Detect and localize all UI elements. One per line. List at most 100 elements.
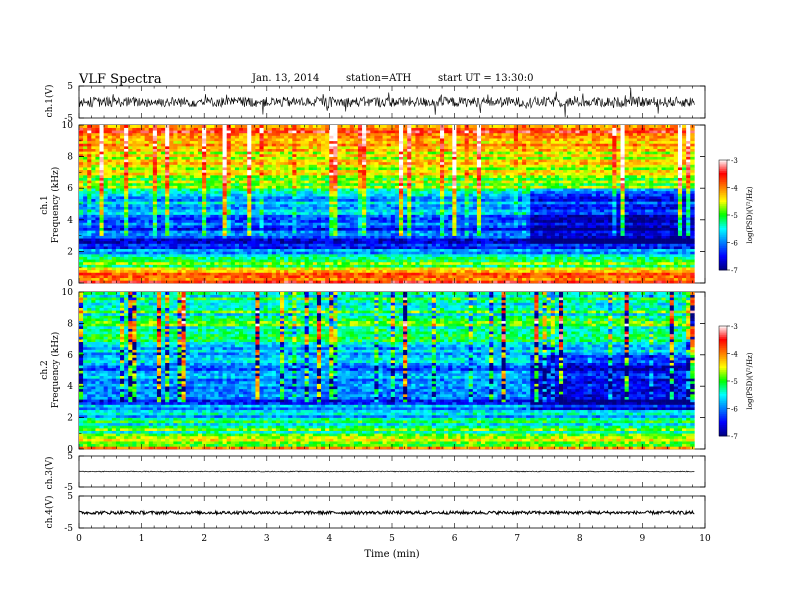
spectrogram-cell <box>641 267 646 271</box>
spectrogram-cell <box>427 238 433 242</box>
spectrogram-cell <box>398 272 404 276</box>
spectrogram-cell <box>185 214 191 218</box>
spectrogram-cell <box>423 198 428 202</box>
spectrogram-cell <box>156 225 162 228</box>
spectrogram-cell <box>177 261 182 265</box>
spectrogram-cell <box>337 201 342 205</box>
spectrogram-cell <box>509 235 515 239</box>
spectrogram-cell <box>649 259 654 263</box>
spectrogram-cell <box>452 232 457 236</box>
spectrogram-cell <box>452 272 457 276</box>
spectrogram-cell <box>558 251 564 255</box>
spectrogram-cell <box>669 264 675 268</box>
spectrogram-cell <box>485 227 490 231</box>
spectrogram-cell <box>538 251 543 255</box>
spectrogram-cell <box>669 256 675 260</box>
spectrogram-cell <box>493 211 498 215</box>
spectrogram-cell <box>423 196 428 200</box>
spectrogram-cell <box>79 214 84 218</box>
spectrogram-cell <box>554 201 560 205</box>
spectrogram-cell <box>583 227 588 231</box>
spectrogram-cell <box>427 204 433 207</box>
spectrogram-cell <box>292 269 297 273</box>
spectrogram-cell <box>624 267 630 271</box>
spectrogram-cell <box>325 238 330 242</box>
spectrogram-cell <box>571 230 576 234</box>
spectrogram-cell <box>288 277 293 281</box>
spectrogram-cell <box>661 217 666 221</box>
spectrogram-cell <box>579 267 584 271</box>
spectrogram-cell <box>485 240 490 244</box>
spectrogram-cell <box>206 269 211 273</box>
spectrogram-cell <box>353 225 359 228</box>
spectrogram-cell <box>230 206 236 210</box>
spectrogram-cell <box>575 235 580 239</box>
spectrogram-cell <box>530 209 535 213</box>
spectrogram-cell <box>136 272 141 276</box>
spectrogram-cell <box>136 219 141 223</box>
spectrogram-cell <box>292 243 297 247</box>
spectrogram-cell <box>419 259 424 263</box>
spectrogram-cell <box>472 246 478 250</box>
spectrogram-cell <box>657 225 662 228</box>
spectrogram-cell <box>513 269 519 273</box>
spectrogram-cell <box>140 219 145 223</box>
spectrogram-cell <box>497 198 502 202</box>
spectrogram-cell <box>575 196 580 200</box>
spectrogram-cell <box>128 235 133 239</box>
spectrogram-cell <box>222 277 227 281</box>
spectrogram-cell <box>140 211 145 215</box>
spectrogram-cell <box>197 277 203 281</box>
spectrogram-cell <box>234 227 240 231</box>
spectrogram-cell <box>690 251 695 255</box>
spectrogram-cell <box>173 246 178 250</box>
spectrogram-cell <box>600 201 605 205</box>
spectrogram-cell <box>304 243 310 247</box>
spectrogram-cell <box>152 193 158 197</box>
spectrogram-cell <box>99 232 104 236</box>
spectrogram-cell <box>563 251 568 255</box>
spectrogram-cell <box>206 238 211 242</box>
spectrogram-cell <box>419 201 424 205</box>
spectrogram-cell <box>382 235 387 239</box>
spectrogram-cell <box>604 269 609 273</box>
spectrogram-cell <box>419 264 424 268</box>
spectrogram-cell <box>538 259 543 263</box>
spectrogram-cell <box>280 254 285 257</box>
spectrogram-cell <box>296 204 301 207</box>
spectrogram-cell <box>271 214 277 218</box>
spectrogram-cell <box>152 267 158 271</box>
spectrogram-cell <box>575 230 580 234</box>
spectrogram-cell <box>181 248 186 252</box>
spectrogram-cell <box>624 211 630 215</box>
spectrogram-cell <box>329 235 334 239</box>
spectrogram-cell <box>628 219 634 223</box>
spectrogram-cell <box>193 230 199 234</box>
spectrogram-cell <box>181 227 186 231</box>
spectrogram-cell <box>345 243 351 247</box>
spectrogram-cell <box>517 214 523 218</box>
spectrogram-cell <box>91 280 96 284</box>
spectrogram-cell <box>144 275 150 279</box>
spectrogram-cell <box>115 272 121 276</box>
spectrogram-cell <box>464 267 470 271</box>
spectrogram-cell <box>481 204 486 207</box>
spectrogram-cell <box>362 269 367 273</box>
spectrogram-cell <box>608 206 613 210</box>
spectrogram-cell <box>288 225 293 228</box>
spectrogram-cell <box>230 251 236 255</box>
spectrogram-cell <box>526 251 531 255</box>
spectrogram-cell <box>357 227 363 231</box>
spectrogram-cell <box>682 240 687 244</box>
spectrogram-cell <box>329 219 334 223</box>
spectrogram-cell <box>452 225 457 228</box>
spectrogram-cell <box>558 198 564 202</box>
spectrogram-cell <box>645 209 650 213</box>
spectrogram-cell <box>595 248 601 252</box>
spectrogram-cell <box>489 248 494 252</box>
spectrogram-cell <box>641 269 646 273</box>
spectrogram-cell <box>505 248 511 252</box>
spectrogram-cell <box>115 238 121 242</box>
figure-date: Jan. 13, 2014 <box>252 73 320 84</box>
spectrogram-cell <box>554 246 560 250</box>
